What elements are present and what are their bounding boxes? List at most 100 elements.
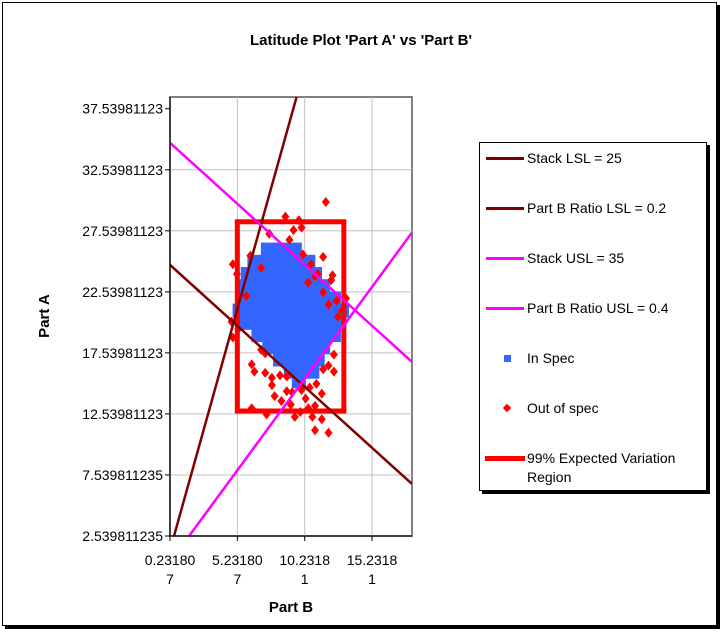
in-spec-point <box>313 303 328 318</box>
chart-title: Latitude Plot 'Part A' vs 'Part B' <box>250 32 472 49</box>
out-of-spec-point <box>276 370 285 381</box>
in-spec-point <box>299 303 314 318</box>
out-of-spec-point <box>267 372 276 383</box>
out-of-spec-point <box>267 380 276 391</box>
out-of-spec-point <box>290 411 299 422</box>
legend-line-icon <box>486 157 524 160</box>
out-of-spec-point <box>329 349 338 360</box>
out-of-spec-point <box>317 414 326 425</box>
in-spec-point <box>305 364 320 379</box>
y-tick-label: 27.53981123 <box>82 223 163 239</box>
axes: 0.23180 7 5.23180 7 10.2318 1 15.2318 1 37.53981… <box>82 97 412 587</box>
out-of-spec-point <box>270 391 279 402</box>
out-of-spec-point <box>308 411 317 422</box>
out-of-spec-point <box>311 425 320 436</box>
y-axis-label: Part A <box>36 294 53 338</box>
legend-line-icon <box>486 257 524 260</box>
x-axis-label: Part B <box>269 599 313 616</box>
in-spec-point <box>275 291 290 306</box>
out-of-spec-point <box>329 366 338 377</box>
in-spec-point <box>237 315 252 330</box>
in-spec-point <box>291 315 306 330</box>
out-of-spec-point <box>328 270 337 281</box>
legend-label: Part B Ratio USL = 0.4 <box>527 300 669 316</box>
in-spec-point <box>273 303 288 318</box>
out-of-spec-point <box>289 225 298 236</box>
out-of-spec-point <box>306 259 315 270</box>
x-tick-label-line: 1 <box>368 571 376 587</box>
legend-thick-line-icon <box>485 456 525 461</box>
legend-label: Out of spec <box>527 400 599 416</box>
in-spec-point <box>291 279 306 294</box>
x-tick-label: 0.23180 7 <box>145 552 196 587</box>
in-spec-point <box>246 303 261 318</box>
in-spec-point <box>260 242 275 257</box>
out-of-spec-point <box>333 311 342 322</box>
out-of-spec-point <box>311 400 320 411</box>
in-spec-point <box>326 328 341 343</box>
out-of-spec-point <box>304 277 313 288</box>
in-spec-point <box>267 267 282 282</box>
in-spec-point <box>278 315 293 330</box>
in-spec-point <box>289 291 304 306</box>
legend-diamond-icon <box>502 403 512 413</box>
in-spec-point <box>302 291 317 306</box>
in-spec-point <box>248 291 263 306</box>
out-of-spec-point <box>319 287 328 298</box>
in-spec-point <box>274 254 289 269</box>
out-of-spec-point <box>298 249 307 260</box>
y-tick-label: 2.539811235 <box>82 528 163 544</box>
y-tick-label: 17.53981123 <box>82 345 163 361</box>
legend-label: Stack USL = 35 <box>527 250 625 266</box>
in-spec-point <box>289 340 304 355</box>
in-spec-point <box>281 267 296 282</box>
legend-label: 99% Expected Variation Region <box>527 450 676 485</box>
out-of-spec-point <box>282 386 291 397</box>
in-spec-point <box>260 254 275 269</box>
in-spec-point <box>251 315 266 330</box>
x-tick-label: 5.23180 7 <box>212 552 263 587</box>
out-of-spec-point <box>319 364 328 375</box>
legend-label: In Spec <box>527 350 575 366</box>
y-tick-label: 37.53981123 <box>82 101 163 117</box>
in-spec-point <box>302 340 317 355</box>
legend-label: Part B Ratio LSL = 0.2 <box>527 200 667 216</box>
out-of-spec-point <box>324 360 333 371</box>
in-spec-point <box>254 267 269 282</box>
x-tick-label-line: 0.23180 <box>145 552 196 568</box>
in-spec-point <box>278 279 293 294</box>
in-spec-point <box>305 328 320 343</box>
in-spec-point <box>286 352 301 367</box>
out-of-spec-point <box>250 366 259 377</box>
in-spec-point <box>318 315 333 330</box>
x-tick-label-line: 7 <box>233 571 241 587</box>
legend-line-icon <box>486 307 524 310</box>
out-of-spec-point <box>247 359 256 370</box>
legend-square-icon <box>504 355 511 362</box>
legend-label: Stack LSL = 25 <box>527 150 622 166</box>
spec-line <box>172 97 298 536</box>
out-of-spec-point <box>324 427 333 438</box>
y-tick-label: 7.539811235 <box>82 467 163 483</box>
legend-line-icon <box>486 207 524 210</box>
y-tick-label: 22.53981123 <box>82 284 163 300</box>
x-tick-label-line: 5.23180 <box>212 552 263 568</box>
out-of-spec-point <box>301 393 310 404</box>
spec-line <box>188 231 412 536</box>
out-of-spec-point <box>312 378 321 389</box>
legend: Stack LSL = 25 Part B Ratio LSL = 0.2 Stac… <box>479 142 707 491</box>
in-spec-point <box>291 328 306 343</box>
out-of-spec-point <box>261 367 270 378</box>
y-tick-label: 32.53981123 <box>82 162 163 178</box>
in-spec-point <box>275 340 290 355</box>
out-of-spec-point <box>324 299 333 310</box>
out-of-spec-point <box>242 290 251 301</box>
x-tick-label-line: 10.2318 <box>279 552 330 568</box>
y-tick-label: 12.53981123 <box>82 406 163 422</box>
out-of-spec-point <box>321 196 330 207</box>
out-of-spec-point <box>317 388 326 399</box>
in-spec-point <box>262 291 277 306</box>
in-spec-point <box>294 267 309 282</box>
in-spec-point <box>305 315 320 330</box>
